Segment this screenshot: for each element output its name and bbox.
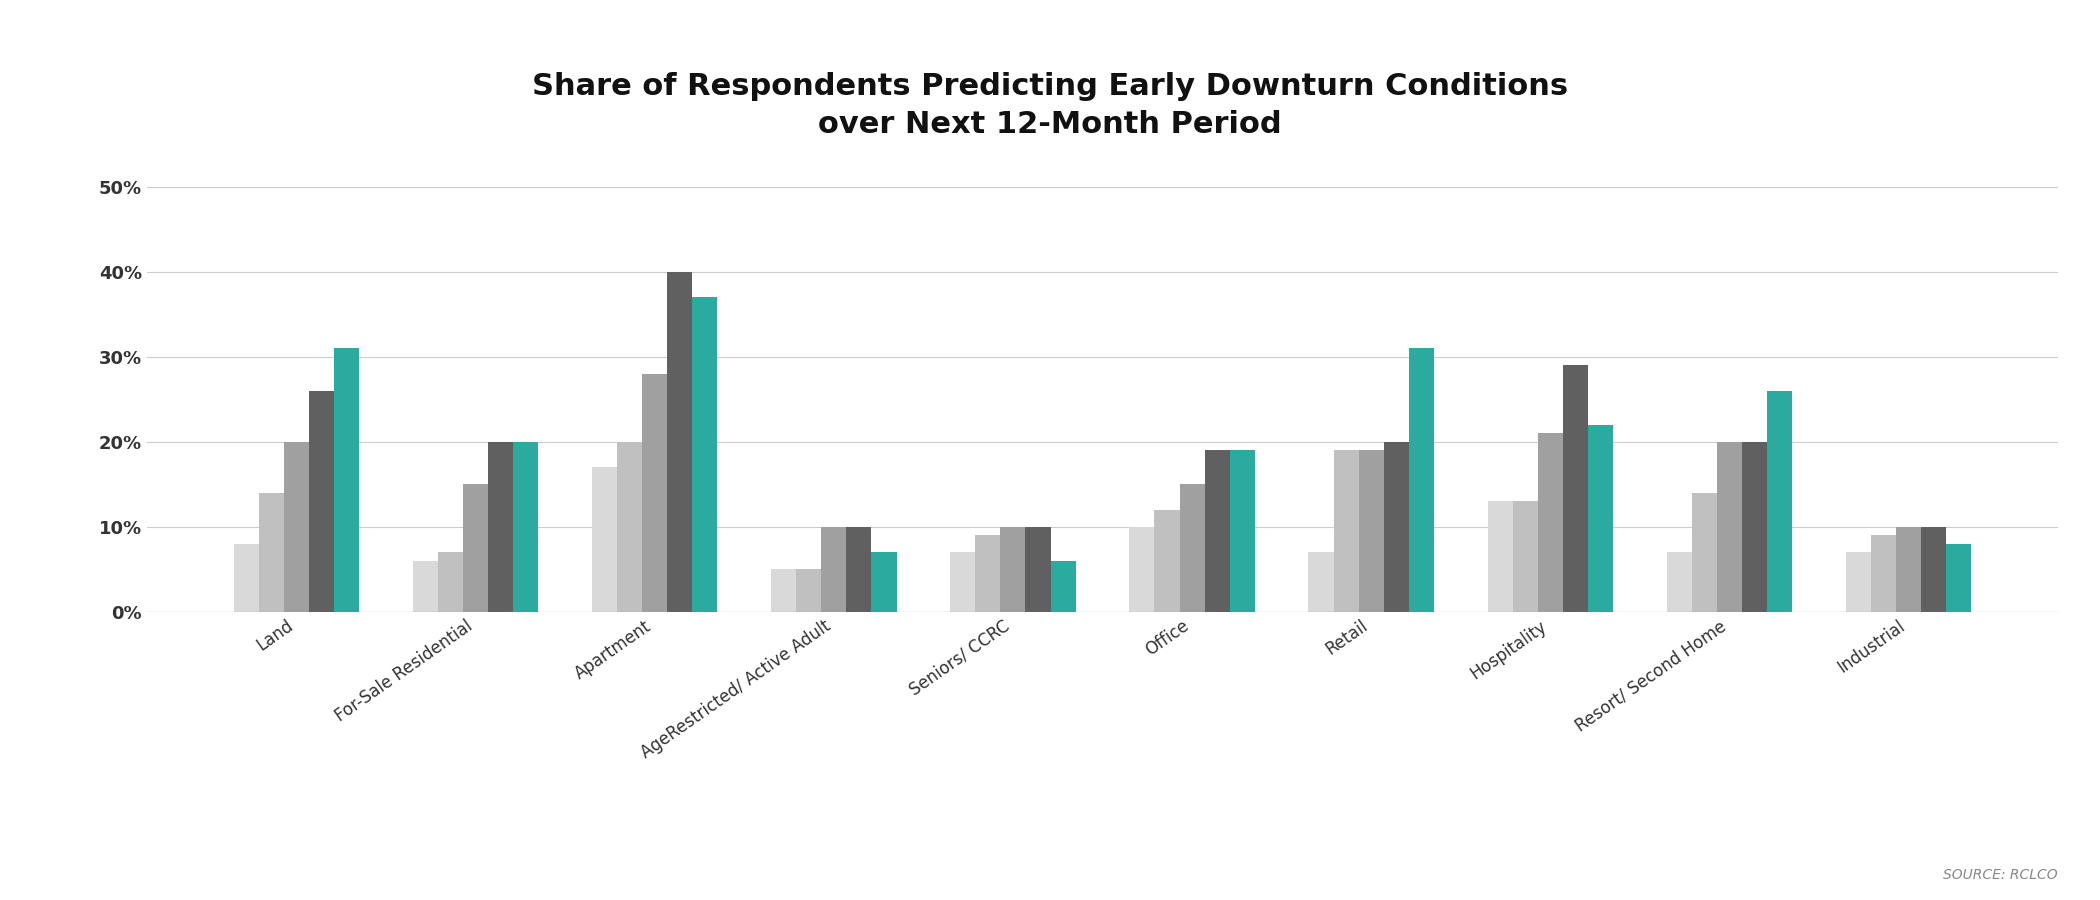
Bar: [1741, 442, 1766, 612]
Bar: [693, 297, 718, 612]
Bar: [1871, 536, 1896, 612]
Bar: [1050, 561, 1075, 612]
Bar: [1512, 501, 1537, 612]
Bar: [1562, 365, 1588, 612]
Bar: [1409, 348, 1434, 612]
Text: SOURCE: RCLCO: SOURCE: RCLCO: [1942, 868, 2058, 882]
Bar: [1308, 553, 1334, 612]
Bar: [796, 570, 821, 612]
Bar: [1334, 450, 1359, 612]
Bar: [309, 391, 334, 612]
Bar: [487, 442, 512, 612]
Bar: [1667, 553, 1693, 612]
Bar: [1487, 501, 1512, 612]
Bar: [951, 553, 974, 612]
Bar: [1155, 510, 1180, 612]
Bar: [258, 493, 284, 612]
Bar: [439, 553, 464, 612]
Bar: [771, 570, 796, 612]
Bar: [233, 544, 258, 612]
Bar: [1130, 526, 1155, 612]
Bar: [617, 442, 643, 612]
Bar: [512, 442, 538, 612]
Bar: [1846, 553, 1871, 612]
Bar: [1922, 526, 1947, 612]
Bar: [668, 272, 693, 612]
Bar: [974, 536, 1000, 612]
Bar: [1205, 450, 1231, 612]
Bar: [872, 553, 897, 612]
Bar: [1180, 484, 1205, 612]
Bar: [846, 526, 872, 612]
Bar: [1693, 493, 1718, 612]
Bar: [592, 467, 617, 612]
Bar: [1896, 526, 1922, 612]
Bar: [1231, 450, 1254, 612]
Bar: [414, 561, 439, 612]
Bar: [1384, 442, 1409, 612]
Bar: [1537, 433, 1562, 612]
Bar: [1000, 526, 1025, 612]
Bar: [284, 442, 309, 612]
Bar: [1359, 450, 1384, 612]
Bar: [1766, 391, 1791, 612]
Bar: [1947, 544, 1972, 612]
Bar: [821, 526, 846, 612]
Bar: [334, 348, 359, 612]
Bar: [1588, 425, 1613, 612]
Bar: [1025, 526, 1050, 612]
Bar: [643, 374, 668, 612]
Bar: [464, 484, 487, 612]
Bar: [1718, 442, 1741, 612]
Text: Share of Respondents Predicting Early Downturn Conditions
over Next 12-Month Per: Share of Respondents Predicting Early Do…: [531, 72, 1569, 140]
